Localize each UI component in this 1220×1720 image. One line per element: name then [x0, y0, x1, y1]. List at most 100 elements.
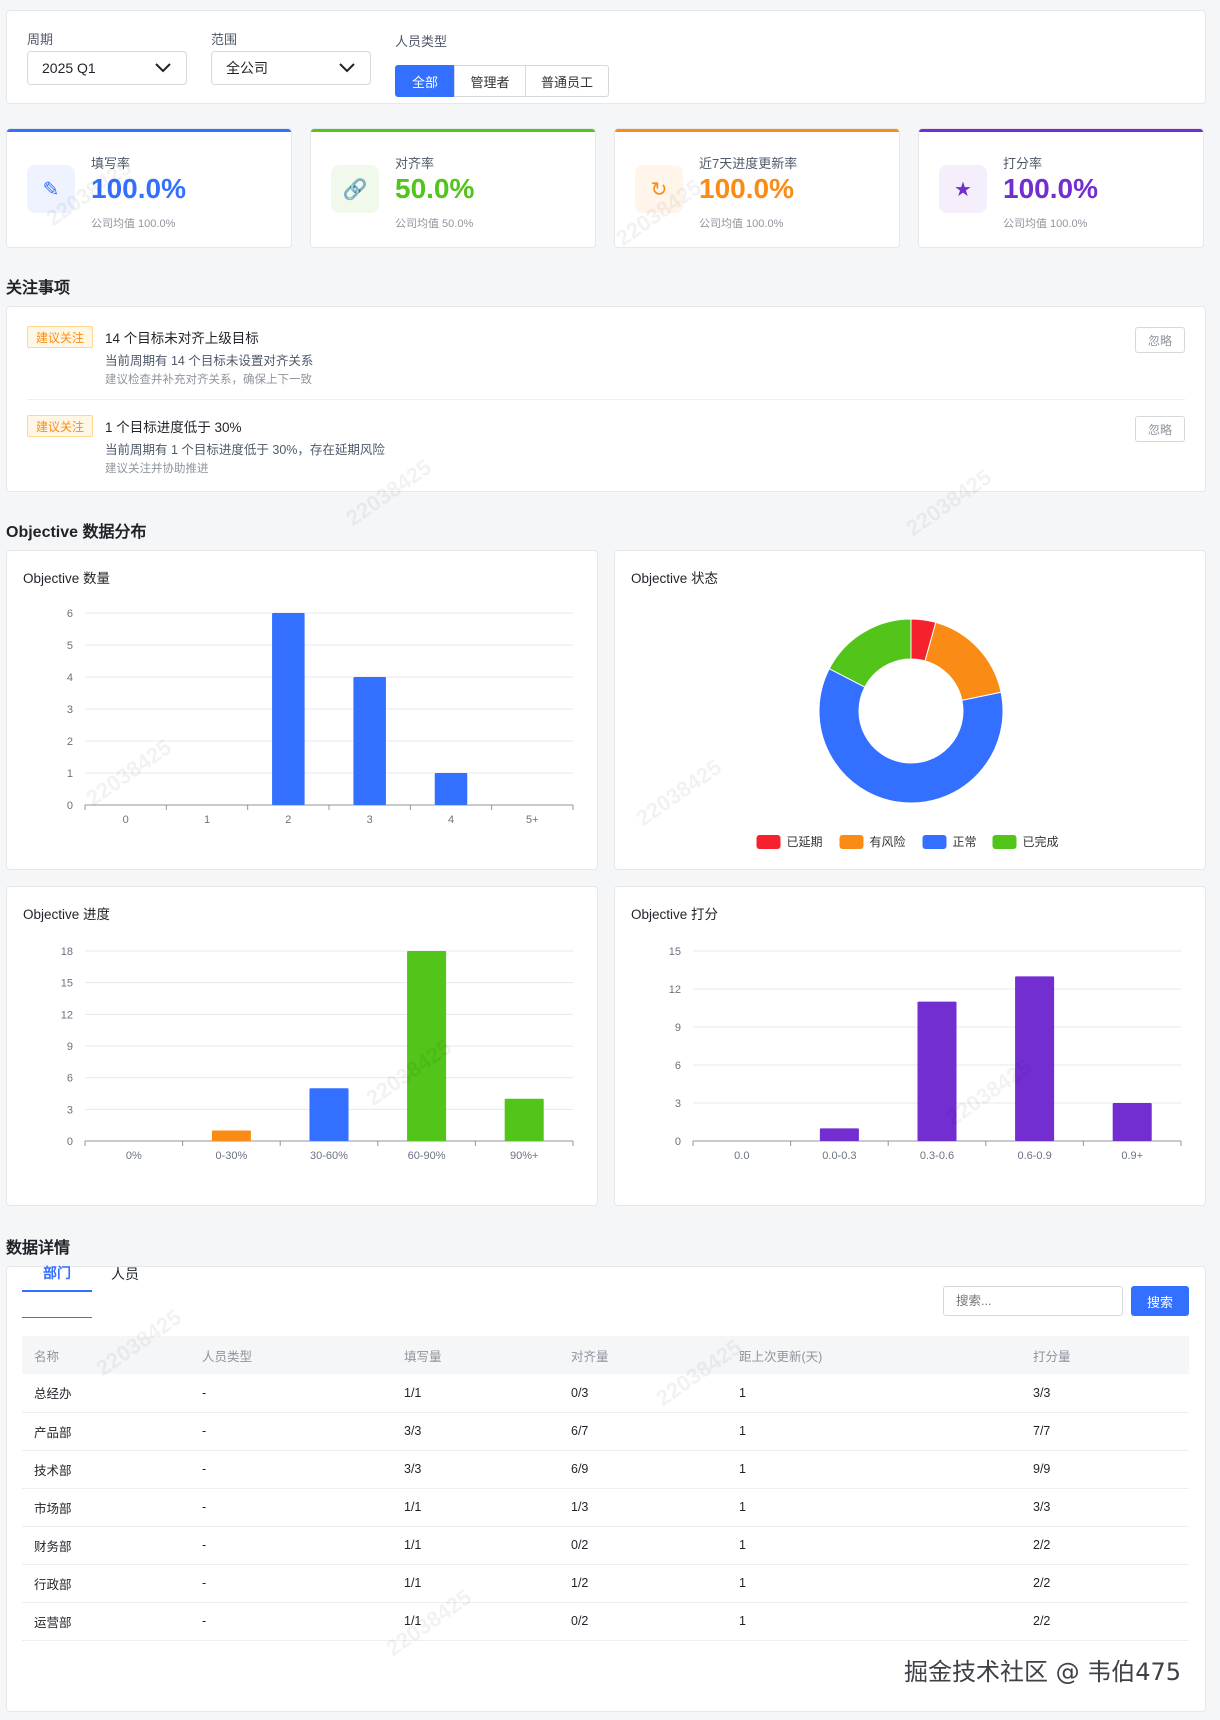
alert-tag: 建议关注	[27, 326, 93, 348]
details-table: 名称 人员类型 填写量 对齐量 距上次更新(天) 打分量 总经办 -1/1 0/3 1…	[22, 1336, 1189, 1641]
col-header: 填写量	[392, 1336, 559, 1374]
y-tick-label: 2	[67, 736, 73, 748]
y-tick-label: 18	[61, 946, 73, 958]
table-cell: -	[190, 1488, 392, 1527]
y-tick-label: 12	[61, 1009, 73, 1021]
table-cell: 1	[727, 1564, 1021, 1603]
pie-slice	[818, 667, 1004, 804]
bar	[272, 613, 305, 805]
table-cell: 产品部	[22, 1412, 190, 1451]
x-tick-label: 0.0	[734, 1150, 749, 1162]
tab-people[interactable]: 人员	[111, 1266, 139, 1282]
chart-progress: 0 3 6 9 12 15 18 0% 0-30% 30-60% 60-90% 90%+	[61, 946, 574, 1162]
scope-value: 全公司	[226, 60, 268, 76]
ignore-button[interactable]: 忽略	[1135, 416, 1185, 442]
x-tick-label: 0.0-0.3	[822, 1150, 856, 1162]
chart-panel-status: Objective 状态 已延期 有风险 正常 已完成	[614, 550, 1206, 870]
kpi-value: 50.0%	[395, 173, 475, 204]
chart-score: 0 3 6 9 12 15 0.0 0.0-0.3 0.3-0.6 0.6-0.9 0.9+	[669, 946, 1182, 1162]
legend-swatch	[839, 835, 864, 849]
y-tick-label: 4	[67, 672, 73, 684]
table-cell: -	[190, 1602, 392, 1641]
table-cell: -	[190, 1450, 392, 1489]
alert-desc: 当前周期有 1 个目标进度低于 30%，存在延期风险	[105, 443, 385, 457]
kpi-card-align-rate: 🔗 对齐率 50.0% 公司均值 50.0%	[310, 128, 596, 248]
divider	[27, 399, 1185, 400]
kpi-value: 100.0%	[91, 173, 186, 204]
person-type-manager[interactable]: 管理者	[454, 65, 526, 97]
table-cell: 总经办	[22, 1374, 190, 1413]
ignore-button[interactable]: 忽略	[1135, 327, 1185, 353]
period-select[interactable]: 2025 Q1	[27, 51, 187, 85]
alert-title: 14 个目标未对齐上级目标	[105, 331, 259, 346]
table-cell: 7/7	[1021, 1412, 1189, 1451]
table-row: 技术部 -3/3 6/9 1 9/9	[22, 1450, 1189, 1489]
details-title: 数据详情	[6, 1240, 71, 1257]
table-cell: 9/9	[1021, 1450, 1189, 1489]
chart-title: Objective 打分	[631, 907, 719, 922]
legend-label: 已延期	[787, 835, 823, 849]
period-value: 2025 Q1	[42, 60, 96, 76]
y-tick-label: 6	[675, 1060, 681, 1072]
kpi-title: 对齐率	[395, 156, 435, 171]
star-icon: ★	[939, 165, 987, 213]
table-cell: 2/2	[1021, 1602, 1189, 1641]
legend-label: 正常	[953, 835, 977, 849]
link-icon: 🔗	[331, 165, 379, 213]
chevron-down-icon	[155, 63, 171, 73]
bar	[1112, 1103, 1152, 1141]
kpi-accent-bar	[311, 129, 595, 132]
table-row: 运营部 -1/1 0/2 1 2/2	[22, 1602, 1189, 1641]
y-tick-label: 3	[675, 1098, 681, 1110]
scope-select[interactable]: 全公司	[211, 51, 371, 85]
chart-panel-count: Objective 数量 0 1 2 3 4 5 6 0 1 2 3 4 5+	[6, 550, 598, 870]
chevron-down-icon	[339, 63, 355, 73]
person-type-staff[interactable]: 普通员工	[525, 65, 609, 97]
table-cell: 行政部	[22, 1564, 190, 1603]
table-cell: 0/2	[559, 1602, 727, 1641]
table-row: 产品部 -3/3 6/7 1 7/7	[22, 1412, 1189, 1451]
kpi-accent-bar	[7, 129, 291, 132]
table-cell: -	[190, 1412, 392, 1451]
y-tick-label: 6	[67, 1073, 73, 1085]
y-tick-label: 9	[67, 1041, 73, 1053]
x-tick-label: 0.9+	[1121, 1150, 1143, 1162]
legend-swatch	[922, 835, 947, 849]
alert-suggestion: 建议关注并协助推进	[105, 463, 209, 475]
table-cell: -	[190, 1374, 392, 1413]
y-tick-label: 5	[67, 640, 73, 652]
col-header: 名称	[22, 1336, 190, 1374]
y-tick-label: 3	[67, 704, 73, 716]
table-cell: 2/2	[1021, 1564, 1189, 1603]
bar	[917, 1001, 957, 1141]
y-tick-label: 1	[67, 768, 73, 780]
distribution-title: Objective 数据分布	[6, 524, 147, 541]
x-tick-label: 3	[367, 814, 373, 826]
y-tick-label: 0	[67, 1136, 73, 1148]
kpi-accent-bar	[919, 129, 1203, 132]
alert-title: 1 个目标进度低于 30%	[105, 420, 242, 435]
bar	[309, 1088, 349, 1141]
tab-department[interactable]: 部门	[22, 1256, 92, 1292]
person-type-all[interactable]: 全部	[395, 65, 455, 97]
y-tick-label: 3	[67, 1104, 73, 1116]
col-header: 人员类型	[190, 1336, 392, 1374]
refresh-icon: ↻	[635, 165, 683, 213]
table-cell: 财务部	[22, 1526, 190, 1565]
attention-panel: 建议关注 14 个目标未对齐上级目标 当前周期有 14 个目标未设置对齐关系 建…	[6, 306, 1206, 492]
search-button[interactable]: 搜索	[1131, 1286, 1189, 1316]
table-cell: 技术部	[22, 1450, 190, 1489]
kpi-value: 100.0%	[699, 173, 794, 204]
kpi-card-score-rate: ★ 打分率 100.0% 公司均值 100.0%	[918, 128, 1204, 248]
search-input[interactable]	[943, 1286, 1123, 1316]
table-cell: 1/1	[392, 1526, 559, 1565]
x-tick-label: 0%	[126, 1150, 142, 1162]
table-row: 市场部 -1/1 1/3 1 3/3	[22, 1488, 1189, 1527]
table-cell: 3/3	[392, 1450, 559, 1489]
legend-label: 有风险	[870, 834, 906, 849]
person-type-label: 人员类型	[395, 34, 448, 49]
bar	[819, 1128, 859, 1141]
table-cell: 1	[727, 1412, 1021, 1451]
table-cell: 1/1	[392, 1602, 559, 1641]
table-cell: 1/1	[392, 1374, 559, 1413]
